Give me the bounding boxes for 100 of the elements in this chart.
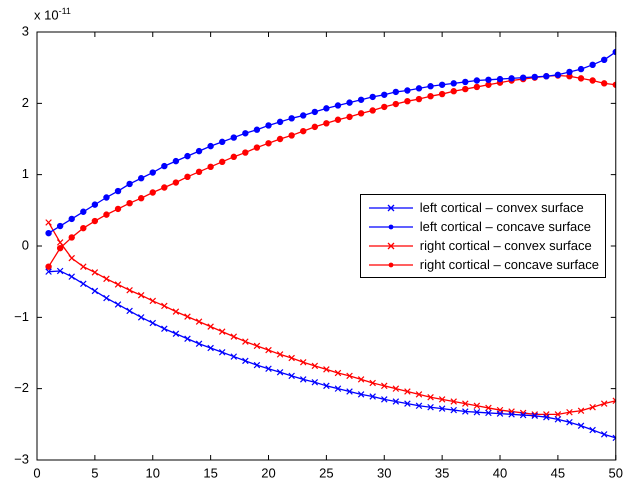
point bbox=[160, 302, 168, 310]
point bbox=[334, 385, 342, 392]
point bbox=[358, 390, 365, 398]
point bbox=[485, 76, 492, 83]
point bbox=[254, 144, 260, 151]
point bbox=[578, 407, 584, 414]
point bbox=[103, 294, 110, 302]
point bbox=[300, 128, 306, 134]
point bbox=[184, 152, 191, 160]
point bbox=[438, 396, 446, 403]
point bbox=[438, 405, 446, 412]
point bbox=[196, 168, 202, 176]
point bbox=[184, 313, 191, 320]
point bbox=[323, 120, 330, 127]
point bbox=[207, 164, 214, 170]
point bbox=[242, 130, 249, 136]
point bbox=[45, 219, 52, 226]
y-tick-label: 1 bbox=[22, 166, 29, 182]
point bbox=[184, 335, 191, 342]
point bbox=[172, 158, 180, 164]
x-tick-label: 10 bbox=[146, 465, 160, 480]
point bbox=[288, 132, 295, 139]
point bbox=[149, 298, 156, 304]
point bbox=[566, 418, 573, 426]
point bbox=[416, 96, 422, 102]
point bbox=[322, 382, 330, 390]
point bbox=[56, 268, 64, 274]
point bbox=[427, 404, 434, 411]
point bbox=[254, 362, 260, 369]
y-tick-label: −2 bbox=[14, 380, 29, 396]
point bbox=[485, 404, 492, 412]
point bbox=[334, 116, 342, 123]
point bbox=[485, 409, 492, 416]
x-tick-label: 45 bbox=[550, 465, 566, 480]
point bbox=[578, 66, 584, 72]
point bbox=[566, 408, 573, 416]
point bbox=[254, 342, 260, 350]
point bbox=[114, 301, 122, 308]
point bbox=[474, 77, 480, 84]
point bbox=[150, 169, 156, 176]
point bbox=[288, 354, 296, 362]
point bbox=[138, 292, 145, 299]
point bbox=[416, 390, 422, 398]
point bbox=[416, 85, 422, 92]
point bbox=[508, 410, 516, 418]
point bbox=[276, 118, 284, 126]
point bbox=[554, 416, 562, 423]
point bbox=[312, 108, 318, 116]
point bbox=[230, 154, 237, 160]
point bbox=[242, 149, 249, 156]
y-tick-label: 2 bbox=[22, 94, 29, 110]
point bbox=[45, 230, 52, 236]
point bbox=[114, 206, 122, 212]
point bbox=[462, 78, 468, 86]
point bbox=[300, 112, 306, 119]
point bbox=[600, 80, 608, 87]
point bbox=[56, 222, 64, 230]
point bbox=[103, 194, 110, 201]
point bbox=[404, 388, 411, 395]
point bbox=[392, 88, 400, 96]
point bbox=[68, 273, 76, 280]
point bbox=[207, 323, 214, 330]
point bbox=[520, 412, 527, 418]
point bbox=[358, 376, 365, 383]
point bbox=[600, 430, 608, 438]
point bbox=[450, 398, 458, 405]
point bbox=[589, 77, 596, 84]
point bbox=[288, 372, 296, 380]
point bbox=[230, 333, 238, 340]
point bbox=[427, 93, 434, 100]
point bbox=[589, 426, 596, 434]
point bbox=[520, 409, 527, 416]
point bbox=[462, 86, 468, 92]
point bbox=[219, 138, 226, 146]
point bbox=[91, 288, 98, 294]
point bbox=[276, 368, 284, 376]
point bbox=[300, 358, 307, 366]
point bbox=[496, 76, 504, 82]
point bbox=[230, 134, 237, 141]
point bbox=[438, 82, 446, 88]
y-tick-label: 0 bbox=[22, 238, 29, 253]
point bbox=[80, 208, 86, 215]
point bbox=[196, 340, 202, 348]
point bbox=[103, 211, 110, 218]
point bbox=[600, 400, 608, 408]
point bbox=[91, 268, 98, 276]
point bbox=[276, 136, 284, 142]
point bbox=[45, 268, 52, 276]
point bbox=[265, 346, 272, 354]
point bbox=[230, 353, 238, 360]
point bbox=[45, 263, 52, 270]
point bbox=[196, 318, 202, 326]
point bbox=[242, 357, 249, 364]
point bbox=[369, 94, 376, 100]
point bbox=[265, 140, 272, 146]
x-tick-label: 40 bbox=[492, 465, 508, 480]
y-tick-label: −3 bbox=[14, 452, 29, 467]
point bbox=[114, 281, 122, 288]
point bbox=[566, 68, 573, 76]
x-tick-label: 25 bbox=[319, 465, 334, 480]
